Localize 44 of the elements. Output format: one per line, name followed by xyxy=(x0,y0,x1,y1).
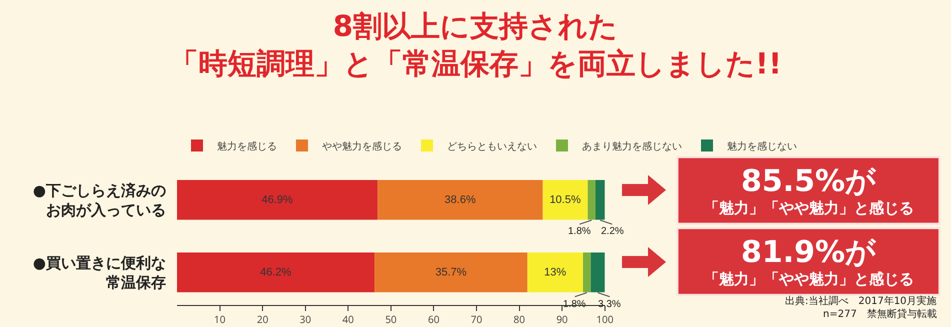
text: 81.9%が xyxy=(741,235,878,270)
x-tick-label: 90 xyxy=(556,312,568,326)
bar xyxy=(378,180,543,220)
legend-label: どちらともいえない xyxy=(447,138,537,152)
bar xyxy=(595,180,605,220)
x-tick-label: 70 xyxy=(470,312,482,326)
bar xyxy=(588,180,596,220)
data-label: 2.2% xyxy=(601,226,624,237)
bar xyxy=(374,252,528,292)
x-tick-label: 100 xyxy=(596,312,614,326)
x-tick-label: 10 xyxy=(214,312,226,326)
bar xyxy=(177,252,375,292)
x-tick-label: 50 xyxy=(385,312,397,326)
data-label: 1.8% xyxy=(568,226,591,237)
data-label: 10.5% xyxy=(550,194,581,206)
bar xyxy=(527,252,584,292)
chart-title: 8割以上に支持された xyxy=(332,8,618,43)
x-tick-label: 60 xyxy=(428,312,440,326)
y-tick-label: ●買い置きに便利な常温保存 xyxy=(32,254,166,292)
bar xyxy=(590,252,605,292)
text: 85.5%が xyxy=(741,164,878,199)
x-tick-label: 30 xyxy=(300,312,312,326)
x-tick-label: 20 xyxy=(256,312,269,326)
chart-subtitle: 「時短調理」と「常温保存」を両立しました!! xyxy=(169,46,782,81)
data-label: 46.9% xyxy=(262,194,294,206)
bar xyxy=(542,180,588,220)
text: n=277 禁無断貸与転載 xyxy=(823,308,937,320)
x-tick-label: 80 xyxy=(514,312,526,326)
legend-label: あまり魅力を感じない xyxy=(582,138,682,152)
bar xyxy=(583,252,591,292)
data-label: 46.2% xyxy=(260,266,292,278)
source-note: 出典:当社調べ 2017年10月実施 xyxy=(785,295,937,307)
legend-label: 魅力を感じない xyxy=(727,138,797,152)
text: 「魅力」「やや魅力」と感じる xyxy=(704,199,914,217)
bar xyxy=(177,180,378,220)
text: 「魅力」「やや魅力」と感じる xyxy=(704,270,914,288)
legend-label: 魅力を感じる xyxy=(217,138,277,152)
legend-label: やや魅力を感じる xyxy=(322,138,402,152)
x-tick-label: 40 xyxy=(342,312,354,326)
data-label: 35.7% xyxy=(435,266,467,278)
y-tick-label: ●下ごしらえ済みのお肉が入っている xyxy=(32,181,166,219)
data-label: 38.6% xyxy=(444,194,476,206)
data-label: 13% xyxy=(544,266,566,278)
data-label: 3.3% xyxy=(598,299,621,310)
